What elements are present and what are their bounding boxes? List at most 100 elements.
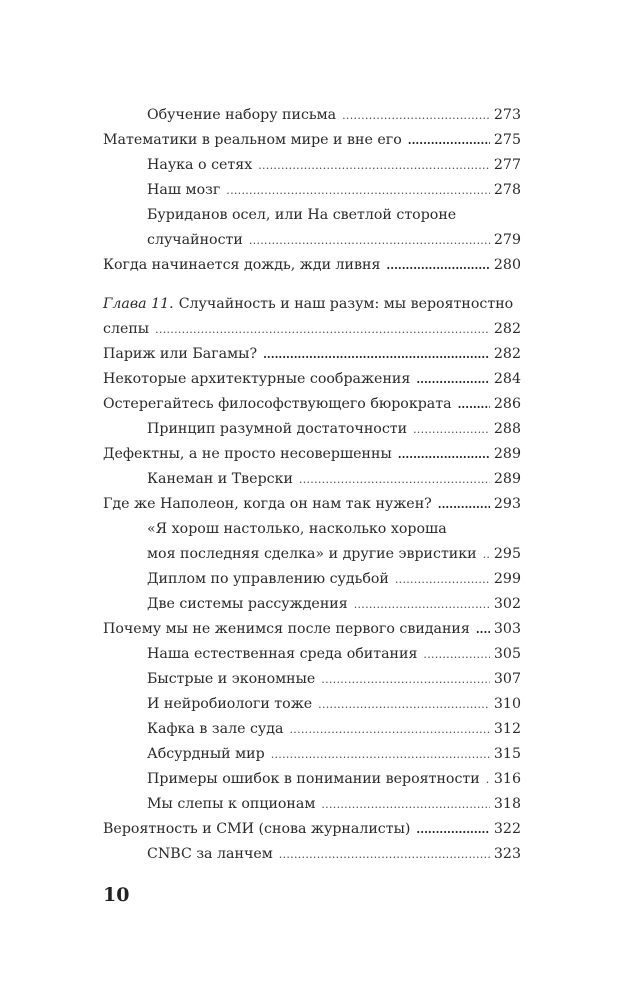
toc-entry: Наука о сетях 277 [103,153,521,178]
toc-entry-title: Когда начинается дождь, жди ливня [103,257,381,273]
dot-leader [321,667,490,692]
toc-entry-title: Остерегайтесь философствующего бюрократа [103,396,452,412]
toc-entry-page: 278 [493,182,521,198]
toc-entry-title: И нейробиологи тоже [147,696,313,712]
toc-entry: Две системы рассуждения 302 [103,592,521,617]
dot-leader [354,592,490,617]
toc-entry-page: 302 [493,596,521,612]
dot-leader [249,228,490,253]
toc-entry: Обучение набору письма 273 [103,103,521,128]
toc-entry: Почему мы не женимся после первого свида… [103,617,521,642]
toc-entry-page: 288 [493,421,521,437]
toc-entry-title: Почему мы не женимся после первого свида… [103,621,470,637]
toc-entry-title: случайности [147,232,243,248]
dot-leader [483,542,490,567]
dot-leader [423,642,489,667]
toc-entry-title: Наша естественная среда обитания [147,646,418,662]
dot-leader [155,317,490,342]
toc-entry-page: 316 [493,771,521,787]
toc-entry: Вероятность и СМИ (снова журналисты) 322 [103,817,521,842]
toc-entry-title-line: «Я хорош настолько, насколько хороша [147,521,447,537]
dot-leader [321,792,490,817]
toc-entry-page: 303 [493,621,521,637]
toc-entry-title: Канеман и Тверски [147,471,293,487]
dot-leader [476,617,490,642]
toc-entry-page: 289 [493,471,521,487]
toc-entry-page: 282 [493,346,521,362]
toc-entry-title: Кафка в зале суда [147,721,284,737]
toc-entry-title: Где же Наполеон, когда он нам так нужен? [103,496,432,512]
toc-entry: Мы слепы к опционам 318 [103,792,521,817]
dot-leader [416,817,489,842]
dot-leader [342,103,490,128]
toc-entry-page: 305 [493,646,521,662]
toc-entry-title: слепы [103,321,150,337]
toc-entry-title: Вероятность и СМИ (снова журналисты) [103,821,411,837]
dot-leader [263,342,490,367]
toc-entry: Диплом по управлению судьбой 299 [103,567,521,592]
dot-leader [398,442,490,467]
toc-entry-page: 310 [493,696,521,712]
table-of-contents: Обучение набору письма 273 Математики в ре… [103,103,521,867]
toc-entry-title: Быстрые и экономные [147,671,316,687]
dot-leader [299,467,490,492]
toc-entry-page: 293 [493,496,521,512]
toc-entry: Где же Наполеон, когда он нам так нужен?… [103,492,521,517]
toc-entry: Математики в реальном мире и вне его 275 [103,128,521,153]
toc-entry: слепы 282 [103,317,521,342]
toc-entry: случайности 279 [103,228,521,253]
toc-entry-page: 282 [493,321,521,337]
dot-leader [279,842,490,867]
toc-entry-title: Две системы рассуждения [147,596,348,612]
toc-entry-first-line: Глава 11. Случайность и наш разум: мы вер… [103,292,521,317]
toc-entry-title: Мы слепы к опционам [147,796,316,812]
toc-entry-title-line: Случайность и наш разум: мы вероятностно [178,296,514,312]
page-number: 10 [103,884,130,906]
toc-entry: Дефектны, а не просто несовершенны 289 [103,442,521,467]
toc-entry: Кафка в зале суда 312 [103,717,521,742]
toc-entry: Париж или Багамы? 282 [103,342,521,367]
toc-entry-page: 312 [493,721,521,737]
toc-entry-title: моя последняя сделка» и другие эвристики [147,546,477,562]
dot-leader [413,417,490,442]
toc-entry-page: 277 [493,157,521,173]
toc-entry-page: 307 [493,671,521,687]
dot-leader [386,253,490,278]
toc-entry-page: 279 [493,232,521,248]
dot-leader [395,567,490,592]
dot-leader [271,742,490,767]
toc-entry-page: 286 [493,396,521,412]
toc-entry: Наш мозг 278 [103,178,521,203]
toc-entry-first-line: Буриданов осел, или На светлой стороне [103,203,521,228]
toc-entry-page: 315 [493,746,521,762]
dot-leader [416,367,490,392]
toc-entry: CNBC за ланчем 323 [103,842,521,867]
toc-entry: Принцип разумной достаточности 288 [103,417,521,442]
toc-entry-page: 284 [493,371,521,387]
toc-entry-title: CNBC за ланчем [147,846,273,862]
toc-entry-title: Диплом по управлению судьбой [147,571,389,587]
toc-entry-title: Математики в реальном мире и вне его [103,132,402,148]
toc-entry-page: 273 [493,107,521,123]
toc-entry-title-line: Буриданов осел, или На светлой стороне [147,207,457,223]
toc-entry-page: 318 [493,796,521,812]
dot-leader [318,692,490,717]
toc-entry-page: 275 [493,132,521,148]
toc-entry-title: Наш мозг [147,182,221,198]
toc-entry-title: Обучение набору письма [147,107,337,123]
toc-entry: Некоторые архитектурные соображения 284 [103,367,521,392]
toc-entry: Наша естественная среда обитания 305 [103,642,521,667]
dot-leader [258,153,490,178]
toc-entry-page: 323 [493,846,521,862]
toc-entry: Абсурдный мир 315 [103,742,521,767]
toc-entry-page: 289 [493,446,521,462]
toc-entry-page: 322 [493,821,521,837]
toc-entry: Быстрые и экономные 307 [103,667,521,692]
dot-leader [438,492,490,517]
dot-leader [408,128,490,153]
toc-entry-page: 299 [493,571,521,587]
toc-entry: Примеры ошибок в понимании вероятности 31… [103,767,521,792]
dot-leader [226,178,490,203]
toc-entry-title: Примеры ошибок в понимании вероятности [147,771,480,787]
toc-entry-page: 280 [493,257,521,273]
